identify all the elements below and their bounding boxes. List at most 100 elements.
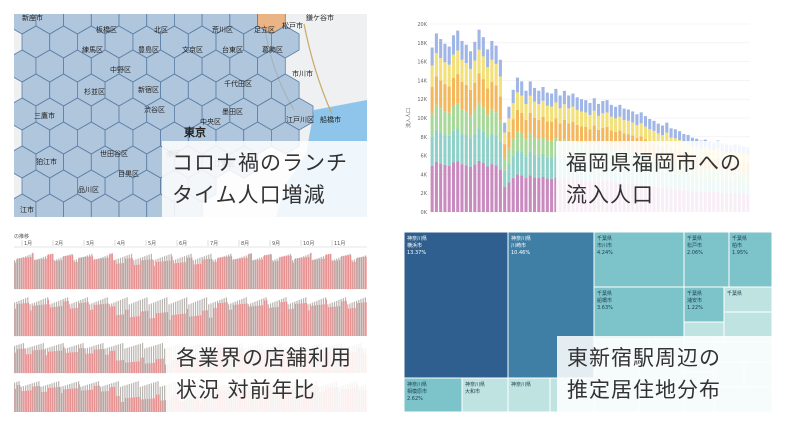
bar-segment bbox=[533, 87, 537, 102]
bar-current-year bbox=[361, 257, 363, 289]
bar-segment bbox=[639, 123, 643, 137]
bar-current-year bbox=[74, 308, 76, 336]
bar-current-year bbox=[363, 256, 365, 289]
bar-current-year bbox=[100, 304, 102, 336]
bar-segment bbox=[481, 79, 485, 108]
bar-segment bbox=[477, 73, 481, 103]
bar-previous-year bbox=[84, 256, 86, 289]
bar-current-year bbox=[78, 303, 80, 336]
bar-current-year bbox=[310, 252, 312, 289]
bar-current-year bbox=[36, 259, 38, 289]
bar-segment bbox=[490, 133, 494, 165]
bar-previous-year bbox=[179, 257, 181, 289]
bar-previous-year bbox=[152, 345, 155, 373]
bar-current-year bbox=[215, 307, 217, 336]
bar-current-year bbox=[199, 263, 202, 289]
bar-current-year bbox=[25, 257, 27, 289]
bar-current-year bbox=[239, 304, 241, 336]
bar-current-year bbox=[16, 304, 19, 336]
bar-segment bbox=[473, 82, 477, 110]
bar-current-year bbox=[270, 254, 272, 289]
treemap-tile[interactable]: 神奈川県 bbox=[507, 377, 551, 412]
bar-previous-year bbox=[327, 304, 329, 336]
bar-previous-year bbox=[89, 304, 91, 336]
bar-previous-year bbox=[91, 383, 93, 412]
map-label: 世田谷区 bbox=[100, 149, 128, 158]
bar-previous-year bbox=[122, 343, 124, 373]
bar-current-year bbox=[32, 305, 34, 336]
bar-current-year bbox=[166, 312, 169, 336]
bar-current-year bbox=[204, 259, 206, 289]
bar-previous-year bbox=[117, 381, 119, 412]
bar-segment bbox=[545, 92, 549, 106]
bar-previous-year bbox=[265, 255, 267, 289]
bar-current-year bbox=[312, 259, 314, 289]
bar-segment bbox=[507, 131, 511, 149]
bar-segment bbox=[601, 101, 605, 114]
bar-current-year bbox=[54, 387, 56, 412]
bar-previous-year bbox=[126, 255, 128, 289]
bar-previous-year bbox=[58, 258, 60, 289]
bar-previous-year bbox=[60, 299, 62, 336]
bar-previous-year bbox=[89, 384, 91, 412]
bar-previous-year bbox=[228, 304, 230, 336]
bar-segment bbox=[520, 112, 524, 134]
bar-segment bbox=[584, 112, 588, 127]
bar-previous-year bbox=[364, 297, 366, 336]
bar-previous-year bbox=[97, 344, 100, 373]
bar-current-year bbox=[341, 301, 343, 336]
bar-current-year bbox=[109, 387, 111, 412]
bar-current-year bbox=[142, 399, 144, 412]
bar-segment bbox=[456, 74, 460, 104]
bar-previous-year bbox=[285, 255, 287, 289]
bar-segment bbox=[665, 122, 669, 133]
bar-previous-year bbox=[115, 381, 117, 412]
bar-previous-year bbox=[150, 303, 152, 336]
bar-segment bbox=[434, 53, 438, 77]
bar-segment bbox=[524, 104, 528, 120]
bar-previous-year bbox=[89, 254, 91, 289]
bar-previous-year bbox=[186, 297, 188, 336]
bar-segment bbox=[511, 119, 515, 139]
card-residence-distribution[interactable]: 神奈川県 横浜市 13.37% 神奈川県 川崎市 10.46% 千葉県 市川市 4.24% 千葉県… bbox=[404, 232, 772, 412]
bar-current-year bbox=[138, 361, 140, 373]
card-fukuoka-inflow[interactable]: 0K 2K 4K 6K 8K 10K 12K 14K 16K 18K 20K 流入人口 福岡県福岡市へ… bbox=[404, 14, 772, 217]
bar-current-year bbox=[91, 353, 94, 373]
bar-previous-year bbox=[102, 386, 104, 412]
bar-current-year bbox=[144, 311, 147, 336]
bar-current-year bbox=[56, 387, 58, 412]
bar-current-year bbox=[197, 264, 199, 289]
bar-previous-year bbox=[230, 253, 232, 289]
bar-current-year bbox=[164, 261, 166, 289]
bar-previous-year bbox=[40, 257, 42, 289]
card-industry-usage[interactable]: の推移 1月 2月 3月 4月 5月 6月 7月 8月 9月 10月 11月 各業界の店舗利用 状況 … bbox=[14, 232, 367, 412]
bar-previous-year bbox=[33, 345, 36, 373]
bar-current-year bbox=[58, 306, 60, 336]
bar-current-year bbox=[248, 306, 250, 336]
tile-rect bbox=[683, 232, 730, 288]
bar-previous-year bbox=[159, 386, 161, 412]
bar-current-year bbox=[27, 354, 30, 373]
bar-current-year bbox=[142, 311, 144, 336]
bar-previous-year bbox=[344, 297, 347, 336]
treemap-tile[interactable]: 千葉県 bbox=[723, 286, 772, 313]
bar-current-year bbox=[330, 307, 332, 336]
bar-segment bbox=[498, 76, 502, 97]
bar-previous-year bbox=[80, 257, 82, 289]
bar-segment bbox=[635, 124, 639, 138]
bar-previous-year bbox=[336, 258, 338, 289]
card-lunch-population[interactable]: 新座市 板橋区 北区 荒川区 足立区 松戸市 鎌ケ谷市 練馬区 豊島区 文京区 台東区 葛飾区 市川市中… bbox=[14, 14, 367, 217]
bar-current-year bbox=[147, 363, 149, 373]
bar-current-year bbox=[36, 349, 38, 373]
bar-previous-year bbox=[53, 382, 55, 412]
bar-current-year bbox=[107, 257, 109, 289]
bar-previous-year bbox=[208, 254, 210, 289]
